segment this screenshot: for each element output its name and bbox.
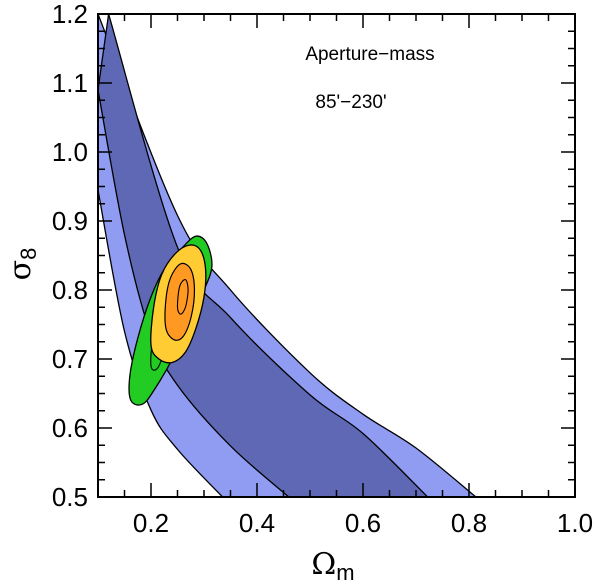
y-tick-label: 0.9 (52, 206, 88, 236)
x-axis-label: Ωm (311, 547, 354, 585)
y-tick-label: 1.0 (52, 137, 88, 167)
x-axis-symbol: Ω (311, 547, 336, 582)
y-axis-subscript: 8 (16, 248, 41, 260)
x-tick-label: 0.2 (133, 508, 169, 538)
x-tick-label: 0.4 (239, 508, 275, 538)
orange-inner-contour (176, 279, 189, 315)
y-tick-label: 1.2 (52, 0, 88, 29)
y-tick-label: 0.6 (52, 413, 88, 443)
data-layer (98, 14, 477, 497)
x-tick-label: 0.8 (451, 508, 487, 538)
y-tick-label: 0.5 (52, 482, 88, 512)
y-axis-label: σ8 (3, 248, 41, 281)
annotation-aperture-mass: Aperture−mass (305, 44, 434, 65)
annotation-angular-range: 85'−230' (315, 92, 386, 113)
y-axis-symbol: σ (3, 260, 38, 280)
y-tick-label: 0.8 (52, 275, 88, 305)
x-axis-subscript: m (336, 560, 354, 585)
y-tick-label: 0.7 (52, 344, 88, 374)
y-tick-label: 1.1 (52, 68, 88, 98)
x-tick-label: 0.6 (345, 508, 381, 538)
axis-ticks: 0.2 0.4 0.6 0.8 1.0 0.5 0.6 0.7 0.8 0.9 1.0 1.1 1.2 (52, 0, 593, 538)
x-tick-label: 1.0 (557, 508, 593, 538)
